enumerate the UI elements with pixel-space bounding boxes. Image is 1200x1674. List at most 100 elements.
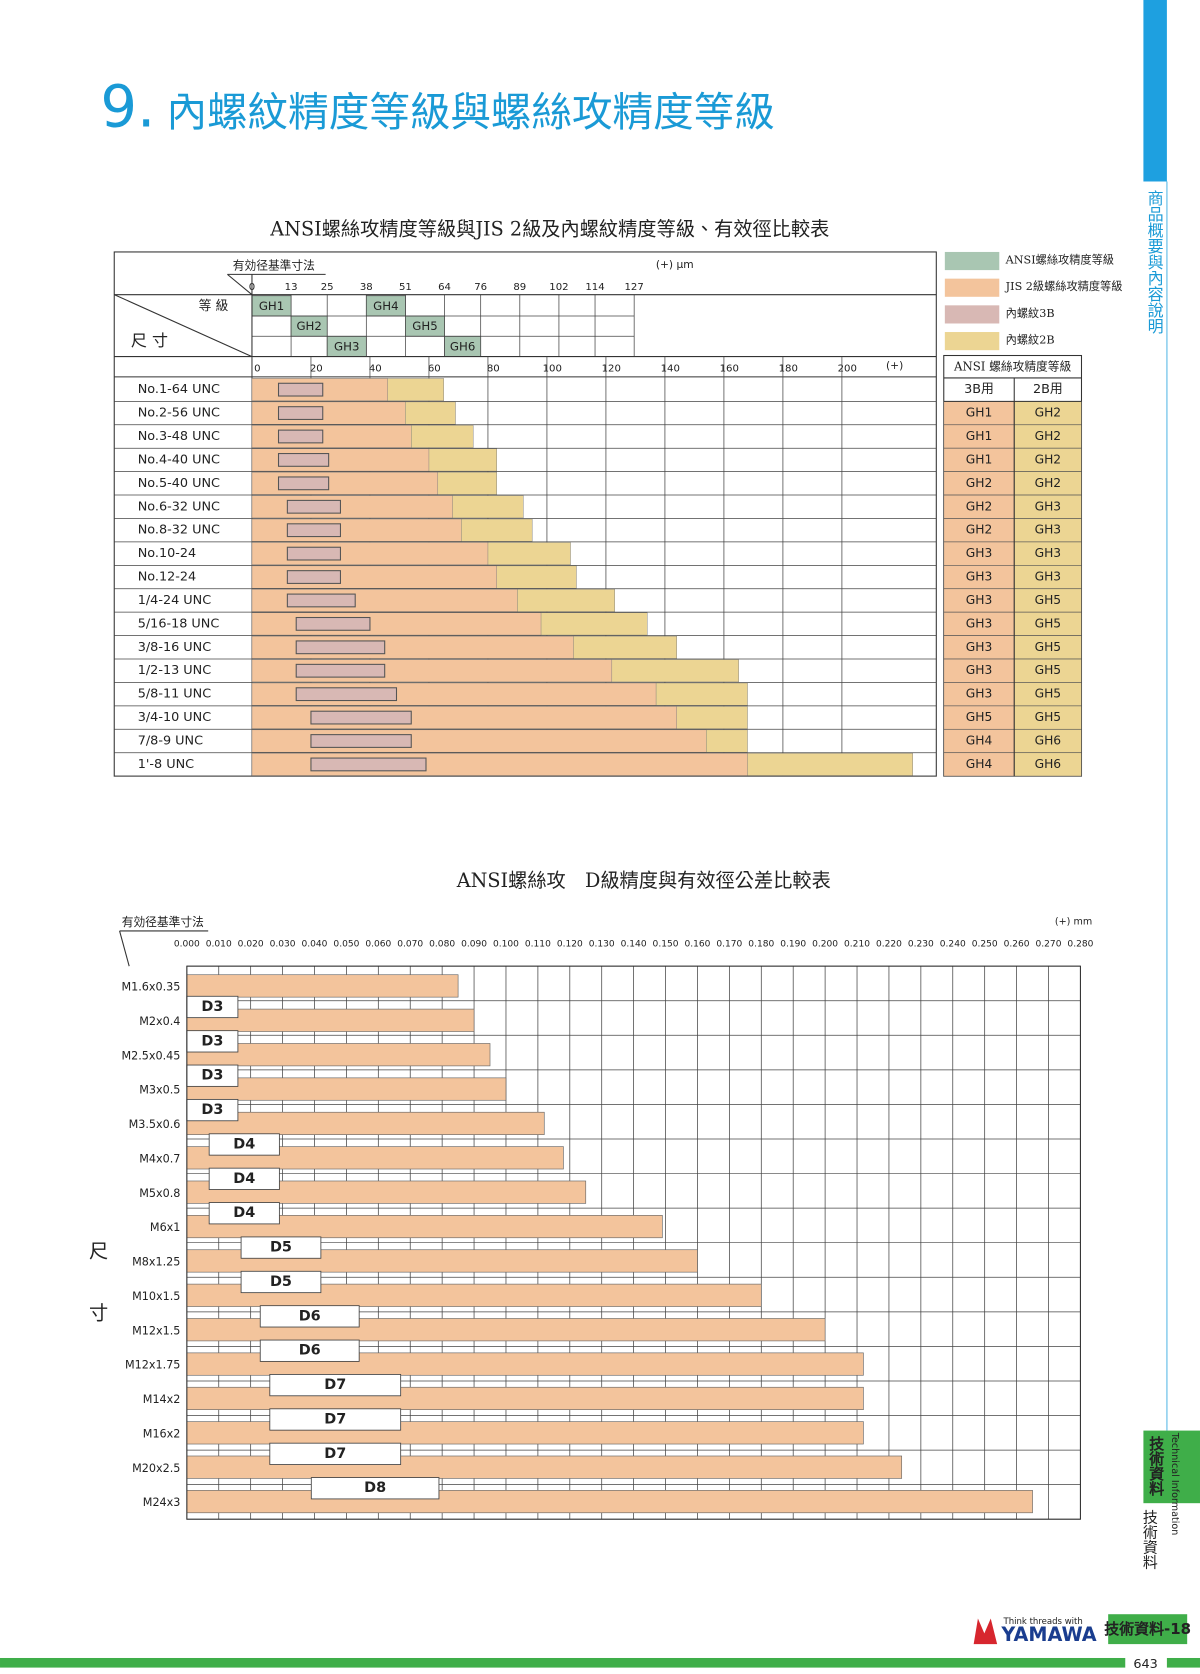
category-label: M5x0.8 [139,1187,180,1200]
category-label: M12x1.75 [125,1359,180,1372]
category-label: M20x2.5 [132,1462,180,1475]
category-label: 7/8-9 UNC [138,734,203,749]
table-column-header: 2B用 [1033,382,1063,397]
table-cell-text: GH3 [966,640,993,654]
grade-box [269,1442,402,1465]
category-label: M4x0.7 [139,1152,180,1165]
x-tick-label: 120 [602,363,621,374]
size-axis-label: 尺 寸 [131,331,168,350]
category-label: 5/8-11 UNC [138,687,212,702]
chart-title: ANSI螺絲攻精度等級與JIS 2級及內螺紋精度等級、有效徑比較表 [269,218,829,241]
sidebar-tab [1143,1430,1200,1504]
grade-tick-label: 114 [585,282,604,293]
table-cell-text: GH3 [1035,546,1062,560]
bar-range [295,663,386,678]
grade-box [310,1477,440,1500]
sidebar-tab-en: Technical Information [1169,1432,1180,1536]
bar-range [295,640,386,655]
y-axis-label: 尺寸 [86,1241,109,1365]
legend-label: ANSI螺絲攻精度等級 [1005,252,1114,266]
category-label: M2x0.4 [139,1015,180,1028]
grade-box [269,1374,402,1397]
x-axis-label: 有効径基準寸法 [233,258,315,272]
sidebar-section: 商品概要與內容說明 [1145,190,1164,335]
x-tick-label: 0.280 [1067,939,1093,949]
bar [251,612,542,636]
grade-box [240,1236,322,1259]
chart-title: ANSI螺絲攻 D級精度與有效徑公差比較表 [456,869,831,892]
x-tick-label: 0.120 [557,939,583,949]
x-tick-label: 0.220 [876,939,902,949]
bar [251,425,412,448]
logo-mark [973,1618,998,1645]
x-tick-label: 0.050 [333,939,359,949]
category-label: M12x1.5 [132,1324,180,1337]
footer-section-box [1108,1614,1188,1645]
logo-brand: YAMAWA [1000,1623,1096,1646]
category-label: 5/16-18 UNC [138,616,220,631]
grade-tick-label: 64 [438,282,451,293]
legend-label: JIS 2級螺絲攻精度等級 [1005,279,1123,293]
x-tick-label: 140 [661,363,680,374]
bar-range [286,546,341,561]
header-diagonal [114,294,253,358]
grade-label: D7 [324,1411,346,1427]
table-cell-text: GH5 [966,710,993,724]
legend-swatch [944,251,1000,271]
bar [251,401,406,425]
grade-label: GH1 [259,299,284,313]
grade-box [208,1133,280,1156]
chart-1: ANSI螺絲攻精度等級與JIS 2級及內螺紋精度等級、有效徑比較表有効径基準寸法… [113,218,1123,777]
chart-frame [186,965,1081,1520]
x-tick-label: 0.010 [206,939,232,949]
grade-label: D6 [299,1308,321,1324]
table-cell-text: GH5 [1035,687,1062,701]
grade-box [269,1408,402,1431]
table-cell-text: GH4 [966,734,993,748]
x-tick-label: 0.240 [940,939,966,949]
x-tick-label: 0.260 [1004,939,1030,949]
table-cell-text: GH3 [966,687,993,701]
legend-swatch [944,305,1000,324]
bar-range [295,687,398,702]
bar [186,974,459,998]
x-tick-label: 0.230 [908,939,934,949]
category-label: M24x3 [143,1496,181,1509]
category-label: 1/4-24 UNC [138,593,212,608]
bar [251,495,453,519]
grade-label: D3 [201,1102,223,1118]
x-tick-label: 200 [838,363,857,374]
legend-swatch [944,278,1000,297]
category-label: No.1-64 UNC [138,382,220,397]
x-tick-label: 0.170 [716,939,742,949]
table-title: ANSI 螺絲攻精度等級 [953,359,1072,373]
grade-tick-label: 127 [624,282,643,293]
table-cell-text: GH2 [1035,406,1062,420]
bar-range [286,499,341,514]
category-label: No.4-40 UNC [138,452,220,467]
footer-line [0,1657,1200,1668]
header-diagonal [227,273,253,296]
table-cell-text: GH3 [1035,499,1062,513]
x-tick-label: 0.040 [302,939,328,949]
grade-tick-label: 89 [513,282,526,293]
grade-box [259,1339,360,1362]
x-tick-label: 0.060 [365,939,391,949]
x-tick-label: 100 [543,363,562,374]
bar-range [277,453,330,467]
footer-section: 技術資料-18 [1104,1620,1191,1638]
bar-range [295,616,371,631]
category-label: No.12-24 [138,570,196,585]
grade-label: D4 [233,1205,255,1221]
legend-label: 內螺紋2B [1006,333,1055,347]
table-cell-text: GH5 [1035,640,1062,654]
category-label: No.6-32 UNC [138,499,220,514]
category-label: M10x1.5 [132,1290,180,1303]
header-diagonal [119,930,130,967]
grade-label: GH3 [334,339,359,353]
bar [251,518,462,542]
sidebar-label: 技術資料 [1141,1510,1159,1570]
bar-range [277,382,324,397]
bar-range [286,570,341,584]
table-cell-text: GH2 [966,476,993,490]
